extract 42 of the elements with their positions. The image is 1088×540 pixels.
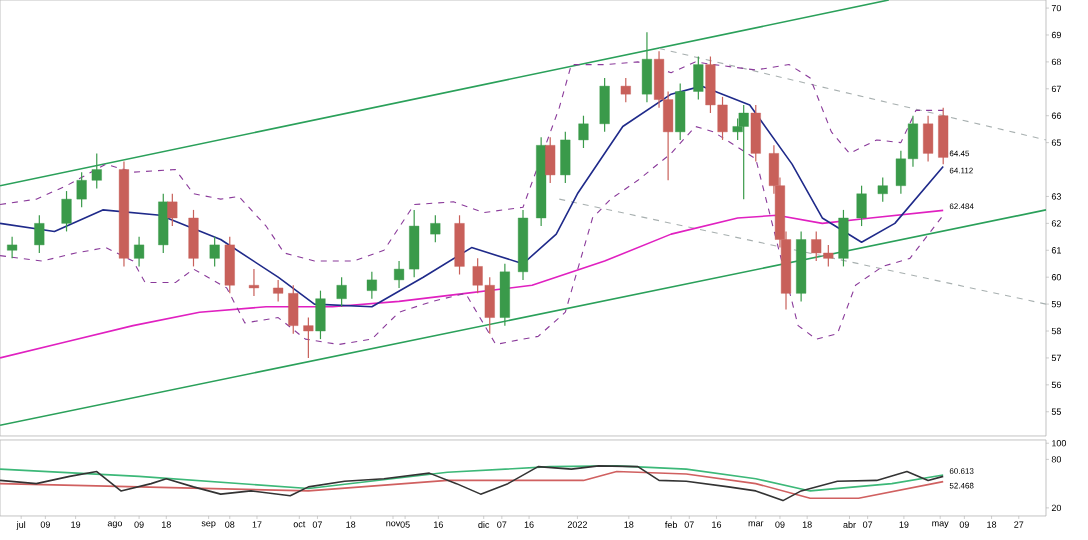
candlestick [938,107,949,165]
candlestick [76,171,87,208]
candlestick [248,268,259,297]
candlestick [620,77,631,103]
candlestick [738,104,749,200]
candlestick [167,193,178,227]
line-series [0,61,944,262]
line-series [0,125,944,346]
candlestick [303,316,314,359]
candlestick [923,115,934,163]
candlestick [134,236,145,268]
candlestick [560,131,571,184]
candlestick [273,279,284,303]
candlestick [838,209,849,268]
candlestick [454,214,465,276]
candlestick [224,236,235,294]
candlestick [7,236,18,259]
candlestick [499,263,510,327]
candlestick [856,185,867,227]
candlestick [61,190,72,233]
line-series [0,209,944,359]
candlestick [188,209,199,268]
candlestick [315,290,326,340]
candlestick [599,77,610,133]
candlestick [158,193,169,254]
line-series [0,465,944,492]
candlestick [409,209,420,278]
candlestick [34,214,45,254]
candlestick [545,136,556,184]
candlestick [394,260,405,289]
candlestick [366,271,377,300]
candlestick [750,104,761,163]
candlestick [91,152,102,189]
candlestick [336,276,347,308]
candlestick [877,177,888,203]
candlestick [693,55,704,101]
candlestick [578,115,589,149]
candlestick [288,284,299,335]
candlestick [641,31,652,103]
candlestick [675,82,686,141]
candlestick [430,214,441,243]
candlestick [209,236,220,268]
